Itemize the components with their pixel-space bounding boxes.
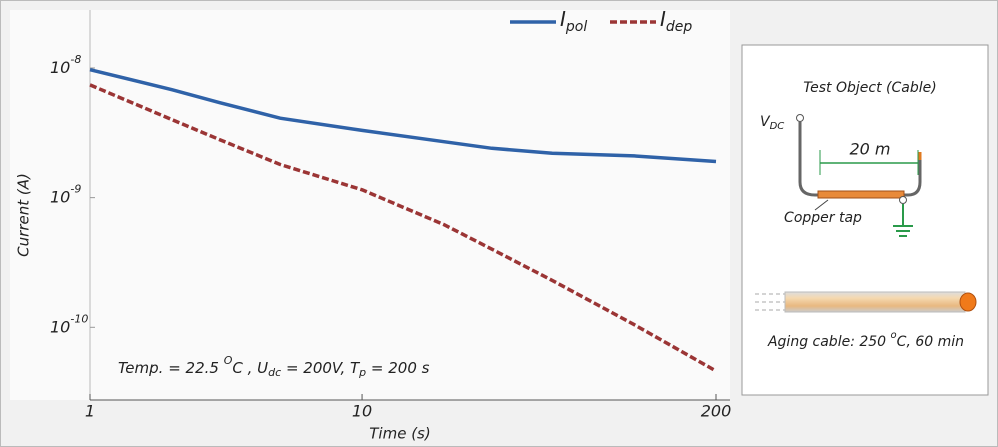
text-segment: Aging cable: 250 [767, 334, 891, 350]
legend-sub: dep [666, 19, 693, 35]
tick-base: 10 [50, 187, 70, 206]
tick-base: 10 [50, 57, 70, 76]
inset-title: Test Object (Cable) [803, 80, 936, 96]
y-tick-label: 10-10 [50, 312, 88, 336]
copper-tape [817, 190, 905, 199]
aging-cable [784, 291, 966, 313]
series-line [89, 83, 717, 373]
tick-exp: -9 [70, 183, 81, 196]
legend-label: Ipol [560, 7, 587, 36]
vdc-label: VDC [760, 114, 784, 132]
x-axis-label: Time (s) [369, 425, 430, 443]
inset-panel: Test Object (Cable) VDC 20 m Copper tap … [741, 44, 989, 396]
x-tick-label: 1 [85, 402, 95, 421]
legend-label: Idep [660, 7, 692, 36]
tap-label: Copper tap [784, 210, 862, 226]
cable-cut [755, 293, 785, 311]
text-segment: = 200V, T [281, 359, 361, 377]
text-segment: dc [268, 366, 281, 379]
x-tick-label: 10 [352, 402, 372, 421]
ground-terminal [899, 196, 907, 204]
tick-exp: -8 [70, 53, 81, 66]
legend-name: I [560, 7, 566, 31]
text-segment: C , U [232, 359, 268, 377]
y-tick-label: 10-9 [50, 183, 81, 207]
y-tick-label: 10-8 [50, 53, 81, 77]
annotation: Temp. = 22.5 OC , Udc = 200V, Tp = 200 s [118, 354, 430, 379]
text-segment: p [358, 366, 366, 379]
legend-name: I [660, 7, 666, 31]
text-segment: = 200 s [366, 359, 430, 377]
text-segment: O [224, 354, 233, 367]
x-tick-label: 200 [701, 402, 732, 421]
ground [893, 204, 913, 237]
aging-label: Aging cable: 250 oC, 60 min [767, 330, 964, 350]
text-segment: Temp. = 22.5 [118, 359, 224, 377]
pointer [814, 199, 829, 211]
text-segment: C, 60 min [897, 334, 964, 350]
length-label: 20 m [849, 140, 890, 159]
tick-base: 10 [50, 317, 70, 336]
inset-box [741, 44, 989, 396]
text-segment: o [891, 330, 897, 341]
series-line [89, 67, 717, 164]
legend-sub: pol [565, 19, 587, 35]
y-axis-label: Current (A) [15, 173, 33, 257]
vdc: V [760, 114, 771, 130]
plot-area [10, 10, 730, 400]
vdc-sub: DC [770, 121, 785, 132]
cable-core [959, 292, 977, 312]
tick-exp: -10 [70, 312, 88, 325]
terminal [796, 114, 804, 122]
